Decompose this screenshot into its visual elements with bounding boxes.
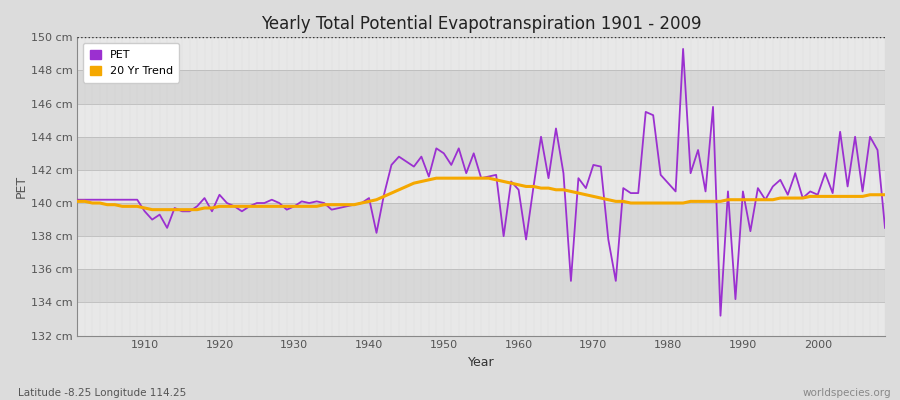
Y-axis label: PET: PET — [15, 175, 28, 198]
Line: PET: PET — [77, 49, 885, 316]
Bar — [77, 104, 885, 137]
PET — [296, 199, 307, 204]
PET — [678, 46, 688, 51]
PET — [879, 226, 890, 230]
Bar — [77, 203, 885, 236]
Text: worldspecies.org: worldspecies.org — [803, 388, 891, 398]
20 Yr Trend — [879, 192, 890, 197]
Bar — [77, 236, 885, 269]
Bar — [77, 70, 885, 104]
Bar — [77, 37, 885, 70]
20 Yr Trend — [304, 204, 315, 209]
PET — [131, 197, 142, 202]
20 Yr Trend — [431, 176, 442, 180]
Bar — [77, 170, 885, 203]
20 Yr Trend — [521, 184, 532, 189]
Legend: PET, 20 Yr Trend: PET, 20 Yr Trend — [83, 43, 179, 83]
PET — [506, 179, 517, 184]
Bar — [77, 269, 885, 302]
PET — [341, 204, 352, 209]
PET — [72, 197, 83, 202]
20 Yr Trend — [348, 202, 359, 207]
Text: Latitude -8.25 Longitude 114.25: Latitude -8.25 Longitude 114.25 — [18, 388, 186, 398]
20 Yr Trend — [528, 184, 539, 189]
20 Yr Trend — [147, 207, 158, 212]
Bar — [77, 302, 885, 336]
Line: 20 Yr Trend: 20 Yr Trend — [77, 178, 885, 210]
PET — [716, 313, 726, 318]
PET — [603, 237, 614, 242]
20 Yr Trend — [72, 199, 83, 204]
Bar — [77, 137, 885, 170]
20 Yr Trend — [131, 204, 142, 209]
PET — [513, 187, 524, 192]
X-axis label: Year: Year — [468, 356, 494, 369]
20 Yr Trend — [618, 199, 629, 204]
Title: Yearly Total Potential Evapotranspiration 1901 - 2009: Yearly Total Potential Evapotranspiratio… — [261, 15, 701, 33]
